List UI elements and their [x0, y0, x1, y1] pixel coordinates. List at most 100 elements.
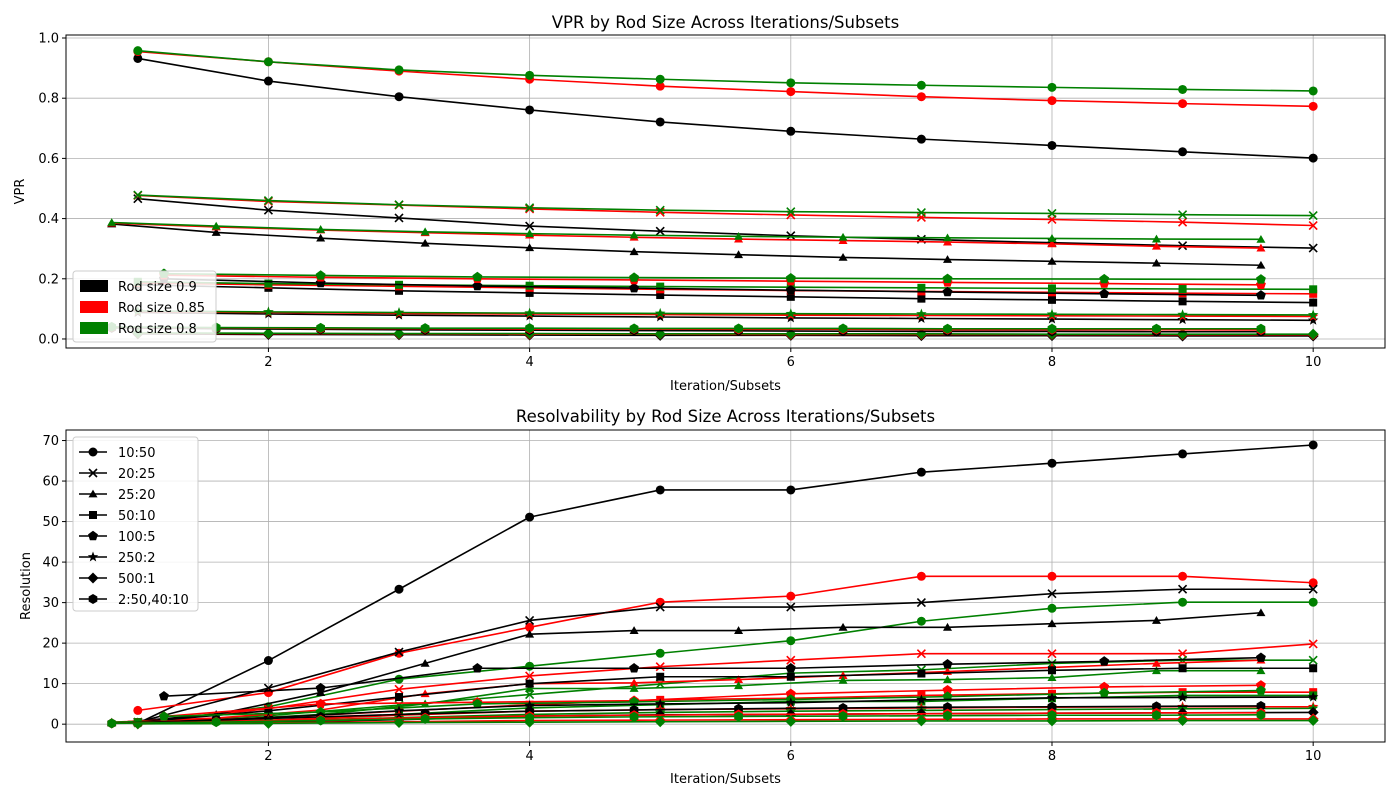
- data-point: [525, 70, 535, 80]
- data-point: [525, 622, 535, 632]
- data-point: [1047, 82, 1057, 92]
- data-point: [1047, 603, 1057, 613]
- series-line: [137, 194, 1314, 217]
- data-point: [1307, 691, 1319, 702]
- data-point: [1307, 314, 1319, 325]
- series-line: [111, 221, 1261, 241]
- data-point: [133, 190, 143, 200]
- data-point: [133, 46, 143, 56]
- legend-marker-x: [88, 468, 98, 478]
- data-point: [1308, 584, 1318, 594]
- legend-marker-hexagon: [88, 594, 98, 604]
- data-point: [916, 308, 927, 319]
- legend-marker-square: [89, 511, 97, 519]
- data-point: [786, 87, 796, 97]
- x-axis-label: Iteration/Subsets: [670, 772, 781, 787]
- data-point: [916, 467, 926, 477]
- data-point: [393, 306, 405, 317]
- data-point: [917, 669, 926, 678]
- x-axis-label: Iteration/Subsets: [670, 379, 781, 394]
- data-point: [394, 92, 404, 102]
- data-point: [133, 53, 143, 63]
- y-axis-label: Resolution: [19, 552, 34, 620]
- series-line: [137, 719, 1314, 725]
- y-tick-label: 50: [42, 515, 59, 530]
- data-point: [1307, 309, 1319, 320]
- series-line: [111, 611, 1261, 724]
- vpr-chart: 2 4 6 8 10 0.0 0.2 0.4 0.6 0.8 1.0 VPR by Rod Size …: [13, 13, 1386, 394]
- data-point: [316, 225, 326, 233]
- data-point: [524, 700, 535, 710]
- data-point: [316, 233, 326, 242]
- data-point: [656, 282, 665, 291]
- data-point: [654, 698, 666, 709]
- y-tick-label: 0.0: [38, 332, 59, 347]
- series-line: [111, 714, 1261, 725]
- data-point: [525, 243, 535, 252]
- data-point: [1046, 692, 1058, 703]
- data-point: [629, 272, 640, 282]
- data-point: [525, 512, 535, 522]
- ticks: 2 4 6 8 10 0 10 20 30 40 50 60 70: [42, 434, 1321, 764]
- data-point: [785, 697, 797, 708]
- data-point: [916, 80, 926, 90]
- data-point: [525, 661, 535, 671]
- series-line: [163, 689, 1261, 718]
- data-point: [1256, 709, 1266, 720]
- x-tick-label: 4: [525, 749, 533, 764]
- data-point: [1178, 241, 1188, 251]
- y-tick-label: 60: [42, 475, 59, 490]
- data-point: [1256, 700, 1266, 711]
- data-point: [734, 681, 744, 690]
- data-point: [942, 684, 953, 695]
- data-point: [917, 283, 926, 292]
- legend-label: 50:10: [118, 509, 155, 524]
- data-point: [107, 218, 117, 226]
- data-point: [838, 323, 848, 334]
- data-point: [1308, 153, 1318, 163]
- series-line: [111, 659, 1261, 723]
- data-point: [1177, 309, 1188, 320]
- data-point: [1047, 239, 1057, 248]
- data-point: [1256, 243, 1266, 252]
- data-point: [655, 597, 665, 607]
- data-point: [629, 626, 639, 634]
- data-point: [1307, 706, 1319, 718]
- y-tick-label: 20: [42, 637, 59, 652]
- data-point: [1177, 691, 1188, 702]
- series-line: [137, 333, 1314, 337]
- data-point: [1256, 234, 1266, 243]
- data-point: [1308, 597, 1318, 607]
- x-tick-label: 4: [525, 355, 533, 370]
- series-line: [111, 327, 1261, 333]
- data-point: [107, 718, 117, 729]
- resolvability-chart: 2 4 6 8 10 0 10 20 30 40 50 60 70 Resolvability by Ro…: [19, 407, 1386, 787]
- data-point: [734, 250, 744, 259]
- data-point: [655, 226, 665, 236]
- data-point: [629, 684, 639, 692]
- data-point: [420, 658, 430, 667]
- data-point: [1047, 140, 1057, 150]
- data-point: [472, 663, 483, 673]
- data-point: [838, 676, 848, 684]
- data-point: [525, 105, 535, 115]
- data-point: [1308, 440, 1318, 450]
- data-point: [394, 584, 404, 594]
- series-circle-2: [133, 46, 1318, 96]
- data-point: [1047, 589, 1057, 599]
- data-point: [785, 688, 796, 698]
- data-point: [1099, 288, 1110, 299]
- data-point: [394, 200, 404, 210]
- data-point: [942, 659, 953, 669]
- data-point: [786, 126, 796, 136]
- ticks: 2 4 6 8 10 0.0 0.2 0.4 0.6 0.8 1.0: [38, 32, 1321, 370]
- data-point: [1178, 99, 1188, 109]
- data-point: [394, 213, 404, 223]
- data-point: [133, 705, 143, 715]
- data-point: [211, 221, 221, 230]
- legend-label: Rod size 0.85: [118, 301, 205, 316]
- data-point: [525, 323, 534, 334]
- x-tick-label: 8: [1048, 355, 1056, 370]
- data-point: [1099, 687, 1110, 698]
